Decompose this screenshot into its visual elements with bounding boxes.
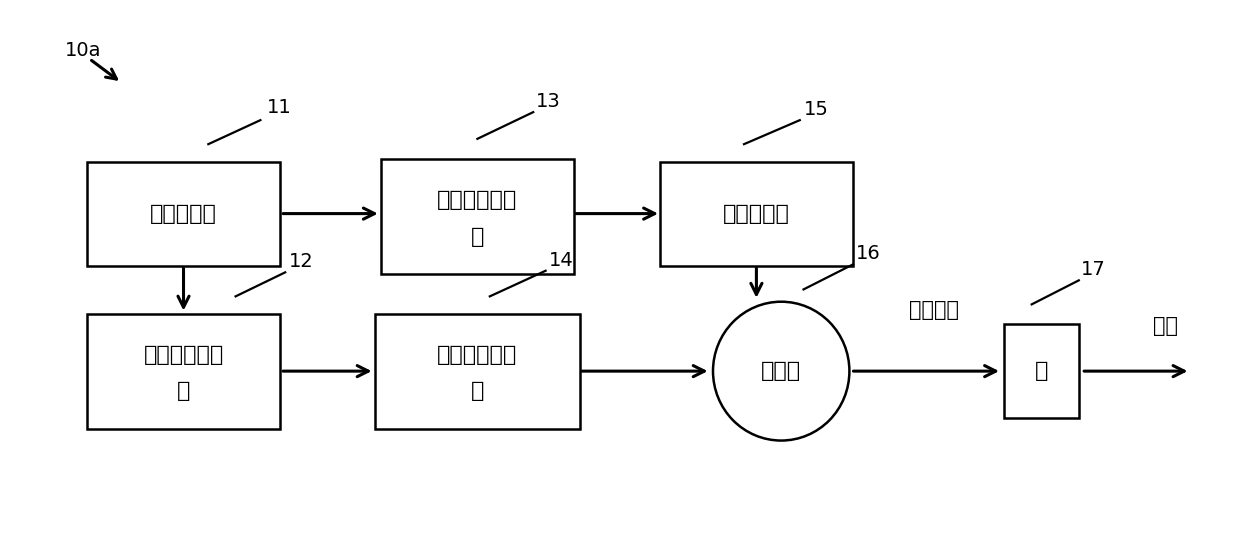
Bar [660, 161, 853, 266]
Text: 14: 14 [549, 250, 574, 270]
Text: 15: 15 [804, 99, 828, 119]
Text: 器: 器 [471, 226, 484, 247]
Text: 13: 13 [536, 91, 560, 111]
Ellipse shape [713, 302, 849, 441]
Bar [87, 161, 279, 266]
Text: 器: 器 [177, 381, 190, 402]
Text: 第二高压发生: 第二高压发生 [438, 190, 517, 210]
Text: 11: 11 [267, 98, 291, 117]
Text: 16: 16 [856, 244, 880, 263]
Bar [382, 159, 573, 273]
Text: 17: 17 [1081, 260, 1106, 279]
Text: 加速管: 加速管 [761, 361, 801, 381]
Text: 器: 器 [471, 381, 484, 402]
Text: 12: 12 [289, 252, 314, 271]
Bar [87, 314, 279, 428]
Text: 射线: 射线 [1153, 316, 1178, 336]
Text: 靶: 靶 [1035, 361, 1048, 381]
Bar [374, 314, 580, 428]
Text: 微波脉冲发生: 微波脉冲发生 [438, 345, 517, 365]
Text: 电子注入器: 电子注入器 [723, 203, 790, 224]
Text: 高能电子: 高能电子 [909, 300, 959, 320]
Bar [1004, 325, 1079, 418]
Text: 时延控制器: 时延控制器 [150, 203, 217, 224]
Text: 第一高压发生: 第一高压发生 [144, 345, 223, 365]
Text: 10a: 10a [64, 41, 100, 60]
